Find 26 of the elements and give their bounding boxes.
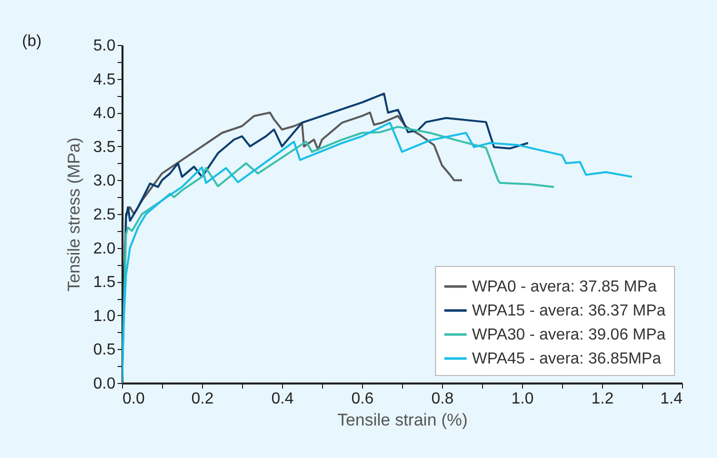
x-tick-label: 0.0 [122,390,145,408]
y-tick-label: 3.5 [93,138,116,156]
y-axis-title: Tensile stress (MPa) [64,138,84,292]
y-tick-label: 0.5 [93,342,116,359]
x-tick-label: 1.0 [511,390,534,408]
y-tick-label: 3.0 [93,172,116,190]
y-tick-label: 2.0 [93,240,116,258]
legend-label: WPA0 - avera: 37.85 MPa [472,278,657,296]
x-tick-label: 0.6 [351,390,374,408]
y-tick-label: 1.5 [93,274,116,292]
x-tick-label: 0.8 [431,390,454,408]
y-tick-label: 0.0 [93,376,116,392]
y-tick-label: 4.0 [93,105,116,122]
y-tick-label: 4.5 [93,71,116,88]
y-tick-label: 5.0 [93,38,116,54]
x-tick-label: 1.4 [660,390,683,408]
legend-label: WPA15 - avera: 36.37 MPa [472,302,666,320]
legend-label: WPA30 - avera: 39.06 MPa [472,326,666,344]
text: (b) [22,33,42,50]
x-tick-label: 1.2 [591,390,614,408]
y-tick-label: 2.5 [93,206,116,224]
y-tick-label: 1.0 [93,308,116,325]
x-axis-title: Tensile strain (%) [337,410,468,430]
legend-label: WPA45 - avera: 36.85MPa [472,350,662,368]
x-tick-label: 0.4 [271,390,294,408]
x-tick-label: 0.2 [191,390,214,408]
